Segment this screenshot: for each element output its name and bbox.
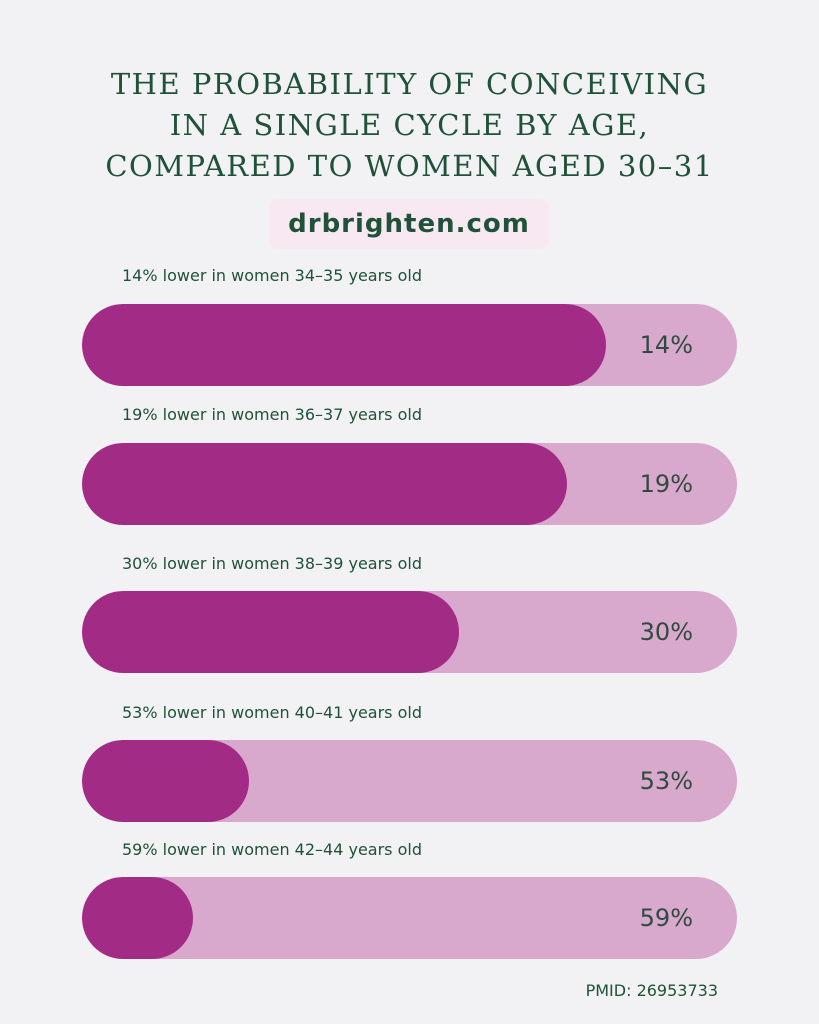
bar-fill-42-44: [82, 877, 194, 959]
bar-label-42-44: 59% lower in women 42–44 years old: [122, 840, 422, 859]
title-line-1: THE PROBABILITY OF CONCEIVING: [110, 67, 709, 101]
bar-fill-36-37: [82, 443, 567, 525]
website-text: drbrighten.com: [288, 209, 530, 239]
bar-label-38-39: 30% lower in women 38–39 years old: [122, 554, 422, 573]
source-citation: PMID: 26953733: [585, 981, 718, 1000]
website-badge: drbrighten.com: [269, 199, 549, 249]
title-line-2: IN A SINGLE CYCLE BY AGE,: [169, 108, 650, 142]
chart-title: THE PROBABILITY OF CONCEIVING IN A SINGL…: [0, 64, 819, 187]
bar-fill-34-35: [82, 304, 606, 386]
bar-value-36-37: 19%: [639, 470, 693, 498]
bar-track-34-35: 14%: [82, 304, 737, 386]
bar-track-40-41: 53%: [82, 740, 737, 822]
bar-track-38-39: 30%: [82, 591, 737, 673]
bar-value-38-39: 30%: [639, 618, 693, 646]
bar-value-40-41: 53%: [639, 767, 693, 795]
bar-label-40-41: 53% lower in women 40–41 years old: [122, 703, 422, 722]
bar-value-42-44: 59%: [639, 904, 693, 932]
bar-track-36-37: 19%: [82, 443, 737, 525]
bar-track-42-44: 59%: [82, 877, 737, 959]
bar-value-34-35: 14%: [639, 331, 693, 359]
bar-fill-38-39: [82, 591, 459, 673]
bar-fill-40-41: [82, 740, 250, 822]
title-line-3: COMPARED TO WOMEN AGED 30–31: [105, 149, 714, 183]
bar-label-34-35: 14% lower in women 34–35 years old: [122, 266, 422, 285]
bar-label-36-37: 19% lower in women 36–37 years old: [122, 405, 422, 424]
